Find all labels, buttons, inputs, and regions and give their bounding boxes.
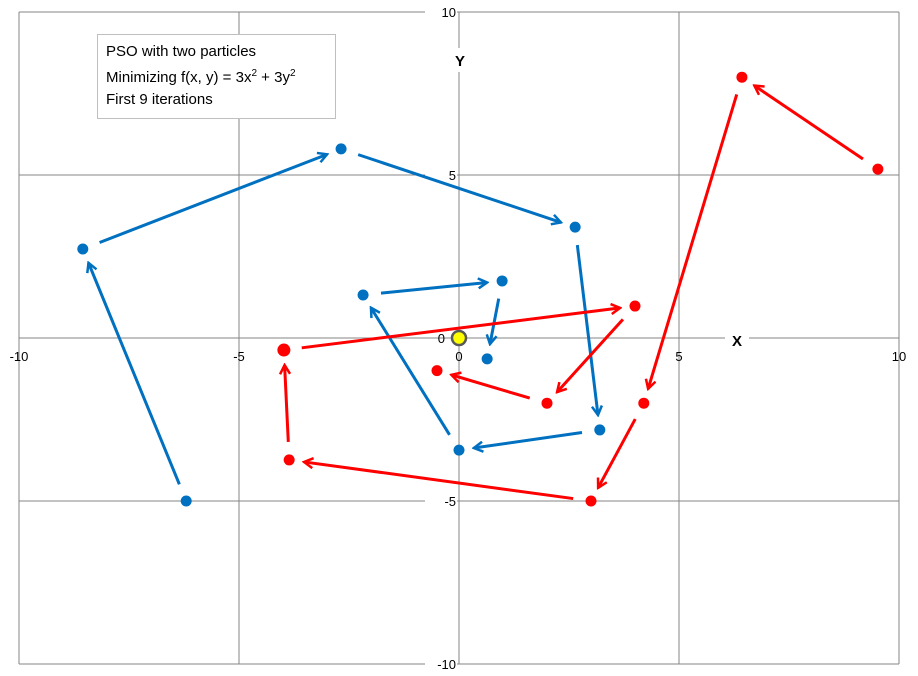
trajectory-arrow <box>474 431 583 448</box>
trajectory-arrow <box>575 244 598 415</box>
y-tick-label: 5 <box>449 168 456 183</box>
trajectory-arrow <box>754 86 864 161</box>
x-tick-label: 10 <box>892 349 906 364</box>
particle-point <box>594 424 606 436</box>
trajectory-arrow <box>648 94 739 388</box>
trajectory-arrow <box>598 418 637 488</box>
particle-point <box>638 397 650 409</box>
x-tick-label: 0 <box>455 349 462 364</box>
tick-labels: -10 -5 0 5 10 -10 -5 0 5 10 <box>10 4 906 672</box>
trajectory-arrow <box>357 153 561 223</box>
particle-point <box>283 454 295 466</box>
annotation-line-1: PSO with two particles <box>106 43 257 60</box>
trajectory-arrow <box>285 365 289 443</box>
trajectory-arrow <box>301 308 620 350</box>
particle-point <box>496 275 508 287</box>
annotation-line-2: Minimizing f(x, y) = 3x2 + 3y2 <box>106 68 296 86</box>
y-axis-label: Y <box>455 53 465 70</box>
particle-points <box>77 71 884 507</box>
y-tick-label: -10 <box>437 657 456 672</box>
particle-point <box>357 289 369 301</box>
particle-point <box>541 397 553 409</box>
annotation-line-3: First 9 iterations <box>106 91 213 108</box>
global-minimum-point <box>450 329 468 347</box>
trajectory-arrow <box>99 154 328 244</box>
particle-point <box>481 353 493 365</box>
annotation-textbox: PSO with two particles Minimizing f(x, y… <box>97 34 336 119</box>
y-tick-label: -5 <box>444 494 456 509</box>
trajectory-arrow <box>490 298 501 345</box>
trajectory-arrow <box>88 263 181 485</box>
trajectory-arrow <box>380 282 487 295</box>
x-tick-label: -5 <box>233 349 245 364</box>
x-tick-label: -10 <box>10 349 29 364</box>
trajectory-arrow <box>557 318 625 392</box>
y-tick-label: 0 <box>438 331 445 346</box>
gridlines <box>18 11 900 665</box>
trajectory-arrow <box>371 308 451 436</box>
particle-point <box>569 221 581 233</box>
trajectory-arrow <box>304 462 574 501</box>
particle-point <box>453 444 465 456</box>
particle-point <box>872 163 884 175</box>
particle-point <box>180 495 192 507</box>
x-axis-label: X <box>732 333 742 350</box>
particle-point <box>585 495 597 507</box>
particle-point <box>431 365 443 377</box>
particle-point <box>629 300 641 312</box>
particle-point <box>335 143 347 155</box>
particle-point <box>736 71 748 83</box>
particle-point <box>277 343 291 357</box>
particle-point <box>77 243 89 255</box>
trajectory-arrow <box>451 375 531 400</box>
x-tick-label: 5 <box>675 349 682 364</box>
y-tick-label: 10 <box>442 5 456 20</box>
particle-paths <box>88 86 864 501</box>
